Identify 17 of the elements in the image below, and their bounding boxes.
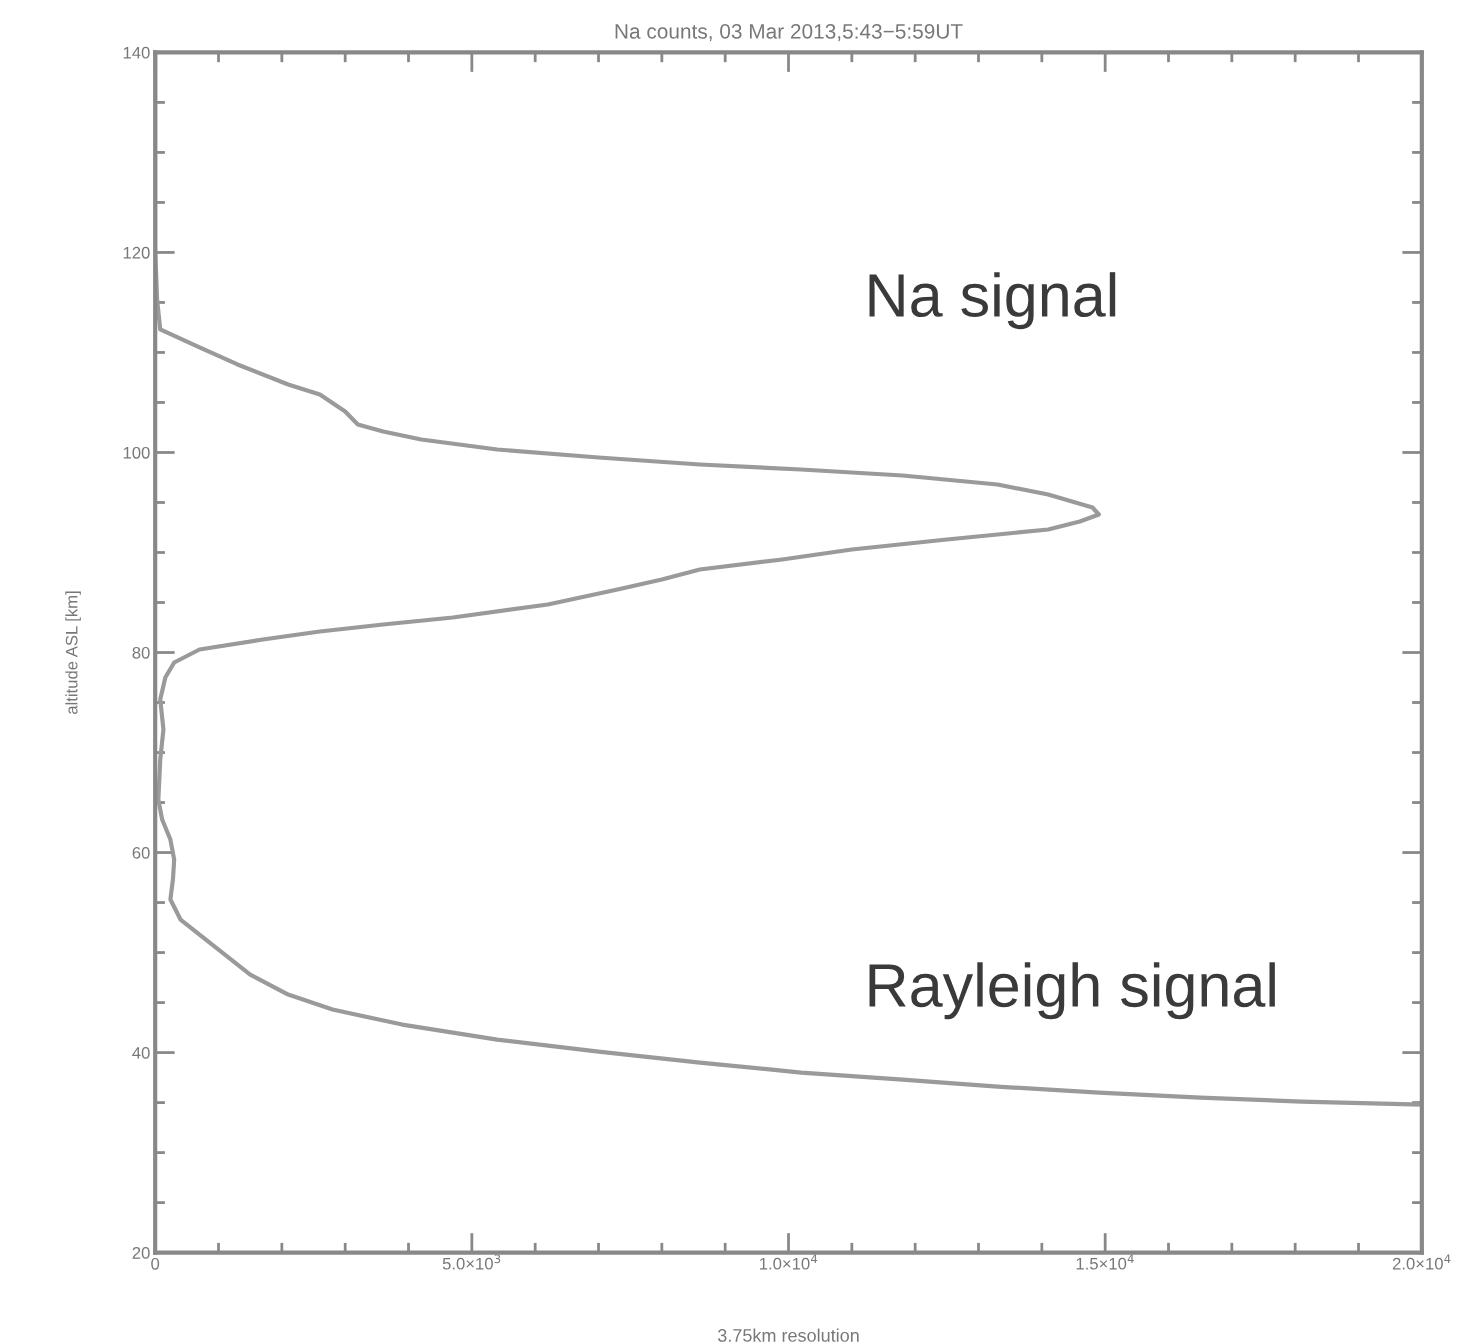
x-tick-label: 0 (151, 1257, 160, 1270)
x-tick-label: 1.0×10$^{4}$ (760, 1254, 818, 1270)
x-tick-label: 2.0×10$^{4}$ (1392, 1254, 1451, 1270)
annotation: Na signal (869, 272, 1116, 330)
y-tick-label: 140 (123, 46, 150, 59)
x-tick-label: 5.0×10$^{3}$ (442, 1254, 501, 1270)
y-axis-title: altitude ASL [km] (65, 591, 81, 715)
y-tick-label: 40 (132, 1046, 150, 1059)
y-tick-label: 100 (123, 446, 150, 459)
x-axis-title: 3.75km resolution (717, 1328, 859, 1342)
chart-title: Na counts, 03 Mar 2013,5:43−5:59UT (615, 23, 963, 42)
y-tick-label: 20 (132, 1247, 150, 1259)
y-tick-label: 120 (123, 246, 150, 259)
x-tick-label: 1.5×10$^{4}$ (1076, 1254, 1134, 1270)
annotation: Rayleigh signal (869, 962, 1275, 1020)
y-tick-label: 60 (132, 846, 150, 859)
y-tick-label: 80 (132, 646, 150, 659)
